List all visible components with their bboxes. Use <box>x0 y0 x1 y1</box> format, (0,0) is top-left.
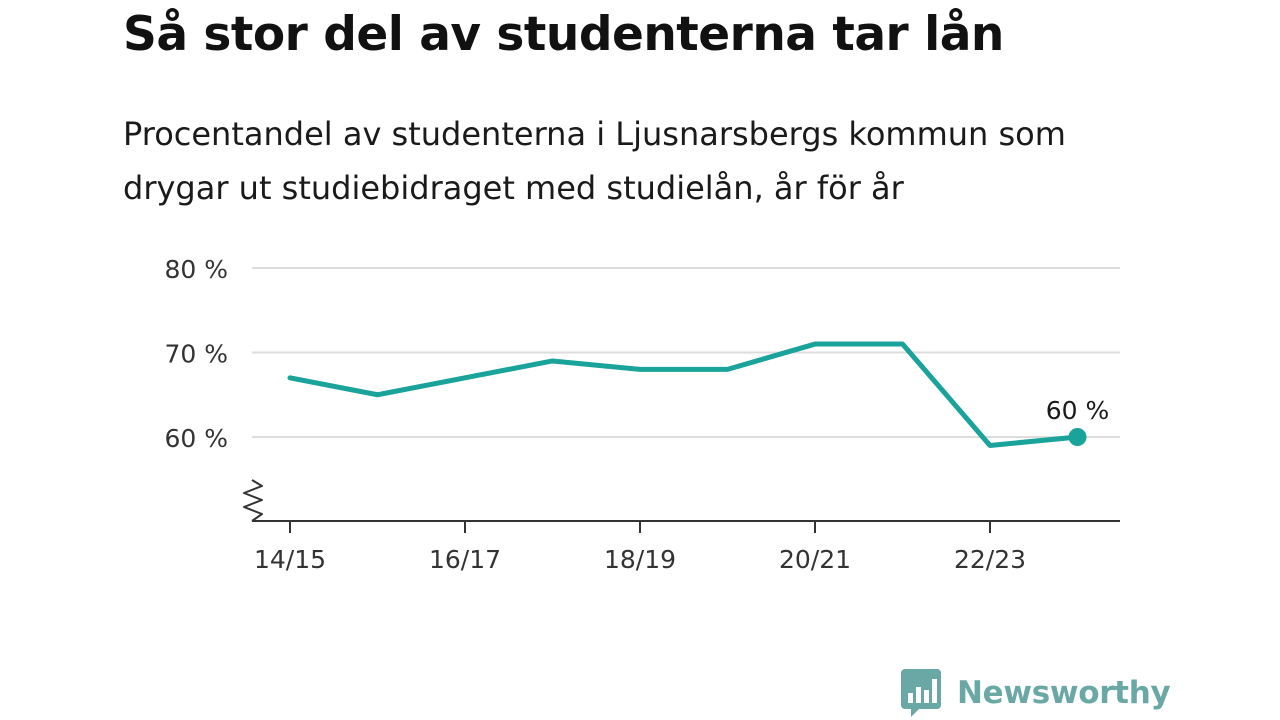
series-layer: 60 % <box>287 341 1110 448</box>
x-tick-label: 14/15 <box>254 545 326 574</box>
brand-name: Newsworthy <box>957 675 1171 711</box>
bar-chart-speech-bubble-icon <box>901 669 941 717</box>
gridlines <box>252 267 1120 438</box>
y-tick-label: 70 % <box>164 340 228 369</box>
end-value-label: 60 % <box>1046 396 1110 425</box>
brand-logo: Newsworthy <box>901 668 1171 718</box>
x-tick-label: 22/23 <box>954 545 1026 574</box>
x-tick-label: 16/17 <box>429 545 501 574</box>
axes <box>243 479 1120 522</box>
chart-title: Så stor del av studenterna tar lån <box>123 7 1004 62</box>
chart-subtitle: Procentandel av studenterna i Ljusnarsbe… <box>123 115 1066 207</box>
y-tick-labels: 60 % 70 % 80 % <box>164 255 228 453</box>
axis-break-icon <box>243 479 263 522</box>
line-chart: 60 % 70 % 80 % 14/15 16/17 18/19 20/21 22/23 6… <box>164 255 1120 574</box>
y-tick-label: 60 % <box>164 424 228 453</box>
y-tick-label: 80 % <box>164 255 228 284</box>
x-tick-label: 20/21 <box>779 545 851 574</box>
x-tick-label: 18/19 <box>604 545 676 574</box>
end-point-marker <box>1068 428 1087 446</box>
x-ticks: 14/15 16/17 18/19 20/21 22/23 <box>254 521 1026 574</box>
series-line <box>287 341 1080 448</box>
